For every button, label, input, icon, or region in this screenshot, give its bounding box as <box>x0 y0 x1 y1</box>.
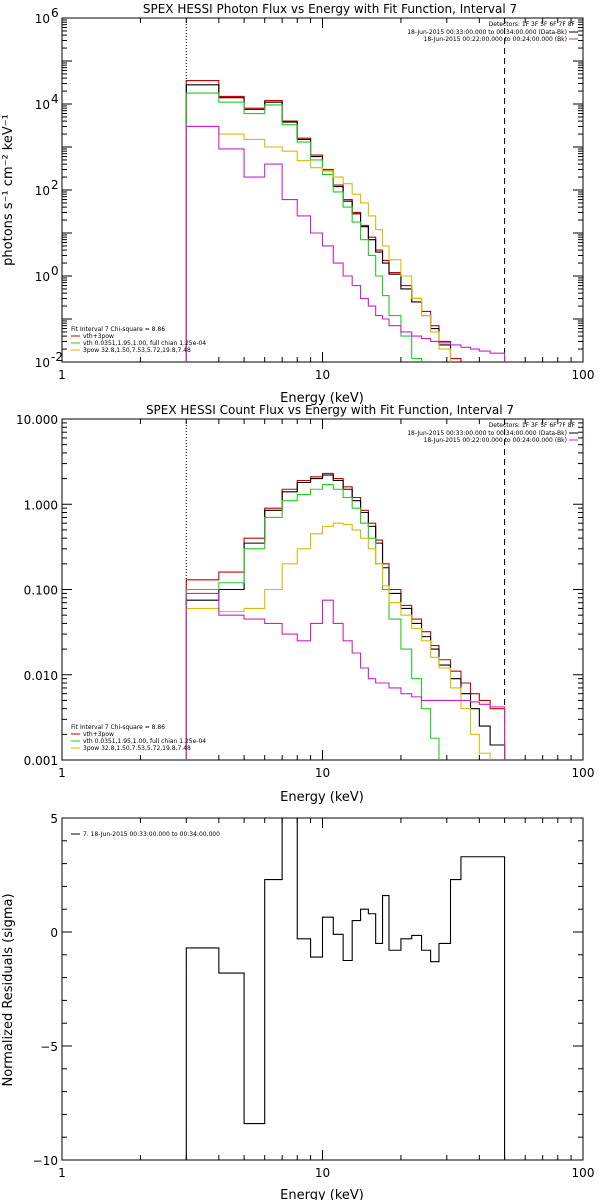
count-flux-panel: SPEX HESSI Count Flux vs Energy with Fit… <box>16 403 595 805</box>
time-interval-label: 18-Jun-2015 00:33:00.000 to 00:34:00.000… <box>407 430 567 437</box>
panel1-x-label: Energy (keV) <box>280 391 364 406</box>
y-tick-label: 10.000 <box>16 413 58 427</box>
legend-entry: 3pow 32.8,1.50,7.53,5.72,19.8,7.48 <box>83 347 191 354</box>
y-tick-exponent: 6 <box>51 6 59 20</box>
legend-entry: 3pow 32.8,1.50,7.53,5.72,19.8,7.48 <box>83 745 191 752</box>
panel1-y-label: photons s⁻¹ cm⁻² keV⁻¹ <box>1 114 16 266</box>
x-tick-label: 1 <box>58 1166 66 1180</box>
y-tick-label: 1.000 <box>24 498 58 512</box>
y-tick-exponent: 2 <box>51 178 59 192</box>
y-tick-label: 0.010 <box>24 669 58 683</box>
fit-summary-label: Fit Interval 7 Chi-square = 8.86 <box>71 724 165 731</box>
detectors-label: Detectors: 1F 3F 5F 6F 7F 8F <box>489 422 576 429</box>
panel2-x-label: Energy (keV) <box>280 790 364 805</box>
panel2-plot: 1 10 100 0.001 0.010 0.100 1.000 10.000 Detector… <box>16 413 595 780</box>
series-line-4 <box>185 592 506 760</box>
y-tick-label: 0.100 <box>24 584 58 598</box>
legend-entry: vth 0.0351,1.95,1.00, full chian 1.25e-0… <box>83 340 206 347</box>
fit-summary-label: Fit Interval 7 Chi-square = 8.86 <box>71 326 165 333</box>
panel2-title: SPEX HESSI Count Flux vs Energy with Fit… <box>146 403 514 417</box>
legend-entry: 7. 18-Jun-2015 00:33:00.000 to 00:34:00.… <box>83 831 220 838</box>
panel3-plot: 1 10 100 −10 −5 0 5 7. 18-Jun-2015 00:33:00.000… <box>33 812 595 1180</box>
y-tick-label: 0 <box>50 926 58 940</box>
y-tick-label: 0.001 <box>24 754 58 768</box>
y-tick-label: 10 <box>35 98 50 112</box>
time-interval-label: 18-Jun-2015 00:22:00.000 to 00:24:00.000… <box>424 36 567 43</box>
x-tick-label: 10 <box>315 368 330 382</box>
panel3-x-label: Energy (keV) <box>280 1188 364 1200</box>
x-tick-label: 100 <box>572 766 595 780</box>
residuals-panel: Energy (keV) Normalized Residuals (sigma… <box>1 812 594 1200</box>
legend-entry: vth+3pow <box>83 333 114 340</box>
y-tick-label: 10 <box>35 356 50 370</box>
y-tick-label: −10 <box>33 1154 58 1168</box>
x-tick-label: 10 <box>315 766 330 780</box>
time-interval-label: 18-Jun-2015 00:22:00.000 to 00:24:00.000… <box>424 437 567 444</box>
legend-entry: vth+3pow <box>83 731 114 738</box>
detectors-label: Detectors: 1F 3F 5F 6F 7F 8F <box>489 21 576 28</box>
x-tick-label: 10 <box>315 1166 330 1180</box>
series-line-1 <box>185 474 506 760</box>
x-tick-label: 100 <box>572 368 595 382</box>
photon-flux-panel: SPEX HESSI Photon Flux vs Energy with Fi… <box>1 2 595 406</box>
y-tick-exponent: -2 <box>51 350 63 364</box>
series-line-0 <box>185 818 506 1160</box>
y-tick-exponent: 0 <box>51 264 59 278</box>
y-tick-label: −5 <box>40 1040 58 1054</box>
y-tick-label: 10 <box>35 12 50 26</box>
y-tick-label: 5 <box>50 812 58 826</box>
series-line-4 <box>185 125 506 362</box>
y-tick-exponent: 4 <box>51 92 59 106</box>
series-line-3 <box>185 522 491 760</box>
x-tick-label: 100 <box>572 1166 595 1180</box>
series-line-3 <box>185 125 452 362</box>
x-tick-label: 1 <box>58 766 66 780</box>
panel3-y-label: Normalized Residuals (sigma) <box>1 893 16 1086</box>
series-line-2 <box>185 92 423 362</box>
x-tick-label: 1 <box>58 368 66 382</box>
series-line-2 <box>185 484 440 760</box>
y-tick-label: 10 <box>35 270 50 284</box>
time-interval-label: 18-Jun-2015 00:33:00.000 to 00:34:00.000… <box>407 29 567 36</box>
panel1-title: SPEX HESSI Photon Flux vs Energy with Fi… <box>143 2 517 16</box>
legend-entry: vth 0.0351,1.95,1.00, full chian 1.25e-0… <box>83 738 206 745</box>
y-tick-label: 10 <box>35 184 50 198</box>
